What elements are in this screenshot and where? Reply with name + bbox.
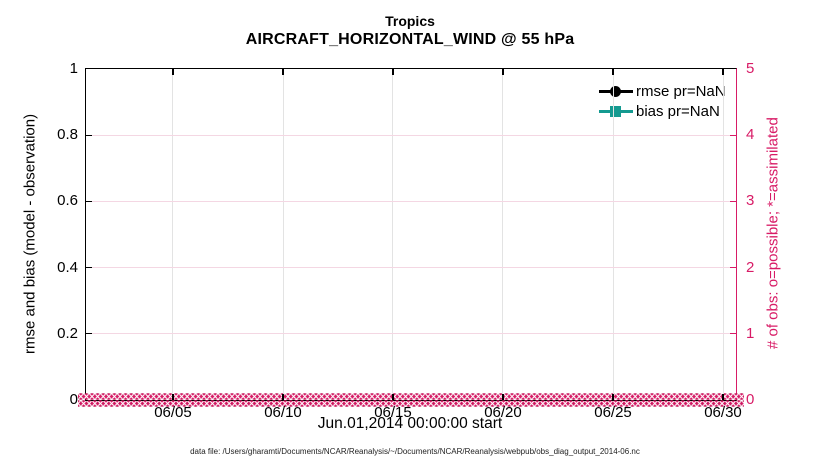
y-axis-label-right: # of obs: o=possible; *=assimilated: [764, 117, 782, 350]
legend-line-sample: [599, 82, 633, 101]
y-gridline: [86, 333, 736, 335]
plot-subtitle: AIRCRAFT_HORIZONTAL_WIND @ 55 hPa: [245, 31, 575, 48]
x-tick-mark-top: [502, 69, 504, 75]
y-tick-label-left: 0.4: [57, 258, 78, 276]
x-gridline: [172, 69, 174, 400]
plot-title: Tropics: [385, 13, 435, 29]
y-tick-label-right: 1: [746, 324, 755, 342]
x-tick-mark-bottom: [392, 394, 394, 400]
y-tick-mark-right: [730, 333, 736, 335]
y-gridline: [86, 267, 736, 269]
x-axis-label: Jun.01,2014 00:00:00 start: [317, 415, 503, 432]
y-tick-label-left: 0.8: [57, 126, 78, 144]
obs-marker-band: [78, 392, 744, 408]
x-tick-mark-bottom: [282, 394, 284, 400]
obs-marker-band-svg: [78, 392, 744, 408]
x-tick-label: 06/30: [704, 404, 742, 421]
x-gridline: [612, 69, 614, 400]
x-gridline: [282, 69, 284, 400]
y-gridline: [86, 134, 736, 136]
x-tick-mark-bottom: [502, 394, 504, 400]
x-gridline: [502, 69, 504, 400]
x-tick-mark-top: [722, 69, 724, 75]
y-tick-mark-right: [730, 134, 736, 136]
legend-item: rmse pr=NaN: [599, 82, 726, 101]
x-tick-label: 06/10: [264, 404, 302, 421]
y-tick-label-left: 0.6: [57, 192, 78, 210]
y-gridline: [86, 200, 736, 202]
x-tick-mark-bottom: [722, 394, 724, 400]
y-tick-label-left: 1: [69, 60, 78, 77]
x-tick-label: 06/05: [154, 404, 192, 421]
x-tick-mark-top: [282, 69, 284, 75]
x-tick-mark-bottom: [612, 394, 614, 400]
y-tick-mark-left: [86, 200, 92, 202]
y-tick-mark-right: [730, 267, 736, 269]
y-tick-mark-left: [86, 267, 92, 269]
x-gridline: [392, 69, 394, 400]
plot-area: rmse pr=NaN bias pr=NaN 06/05 06/10 06/15 06…: [57, 60, 754, 421]
circle-marker-icon: [610, 86, 621, 97]
y-tick-label-left: 0: [69, 391, 78, 408]
y-tick-label-right: 4: [746, 126, 755, 144]
legend-item: bias pr=NaN: [599, 102, 726, 121]
x-tick-mark-top: [172, 69, 174, 75]
x-tick-label: 06/15: [374, 404, 412, 421]
y-axis-label-left: rmse and bias (model - observation): [21, 113, 39, 354]
x-gridline: [722, 69, 724, 400]
legend: rmse pr=NaN bias pr=NaN: [599, 82, 726, 121]
y-tick-label-right: 3: [746, 192, 755, 210]
x-tick-label: 06/20: [484, 404, 522, 421]
y-tick-mark-left: [86, 333, 92, 335]
y-tick-label-right: 0: [746, 391, 755, 408]
data-file-footer: data file: /Users/gharamti/Documents/NCA…: [190, 447, 640, 456]
y-tick-mark-right: [730, 200, 736, 202]
y-tick-label-right: 5: [746, 60, 755, 77]
x-tick-label: 06/25: [594, 404, 632, 421]
y-tick-label-right: 2: [746, 258, 755, 276]
x-tick-mark-top: [612, 69, 614, 75]
legend-item-label: rmse pr=NaN: [636, 83, 726, 100]
y-tick-label-left: 0.2: [57, 324, 78, 342]
square-marker-icon: [610, 106, 621, 117]
y-tick-mark-left: [86, 134, 92, 136]
x-tick-mark-top: [392, 69, 394, 75]
legend-line-sample: [599, 102, 633, 121]
legend-item-label: bias pr=NaN: [636, 103, 720, 120]
x-tick-mark-bottom: [172, 394, 174, 400]
